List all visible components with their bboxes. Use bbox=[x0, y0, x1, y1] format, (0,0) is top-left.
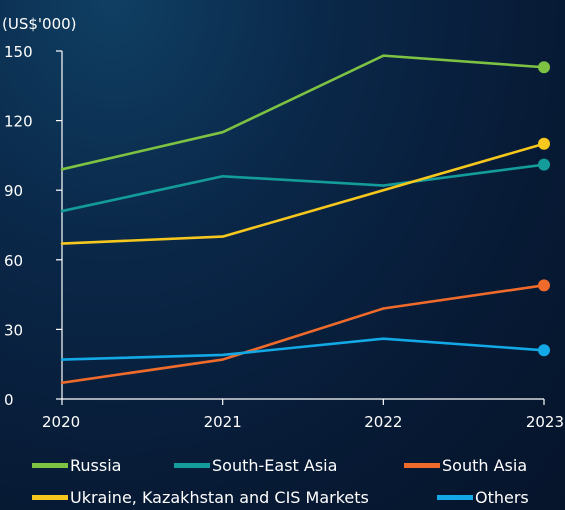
series-line-south-east-asia bbox=[60, 163, 546, 213]
y-tick-label: 120 bbox=[4, 113, 33, 131]
y-tick-label: 0 bbox=[4, 391, 14, 409]
legend-swatch-south-asia bbox=[404, 463, 440, 468]
legend-swatch-ukraine-kazakhstan-and-cis-markets bbox=[32, 495, 68, 500]
legend-swatch-russia bbox=[32, 463, 68, 468]
series-line-others bbox=[60, 337, 546, 361]
series-end-marker-south-asia bbox=[538, 279, 550, 292]
series-lines bbox=[60, 54, 550, 385]
legend-label-russia: Russia bbox=[70, 456, 121, 475]
y-axis-unit-label: (US$'000) bbox=[2, 15, 77, 33]
legend-label-others: Others bbox=[475, 488, 529, 507]
series-end-marker-south-east-asia bbox=[538, 158, 550, 171]
legend-label-south-east-asia: South-East Asia bbox=[212, 456, 337, 475]
legend-swatch-others bbox=[437, 495, 473, 500]
x-tick-label: 2023 bbox=[526, 413, 564, 431]
series-end-marker-russia bbox=[538, 61, 550, 74]
x-tick-label: 2021 bbox=[204, 413, 242, 431]
series-line-south-asia bbox=[60, 284, 546, 385]
y-tick-label: 30 bbox=[4, 321, 23, 339]
legend-label-ukraine-kazakhstan-and-cis-markets: Ukraine, Kazakhstan and CIS Markets bbox=[70, 488, 369, 507]
y-tick-label: 150 bbox=[4, 43, 33, 61]
legend-swatch-south-east-asia bbox=[174, 463, 210, 468]
x-tick-label: 2022 bbox=[364, 413, 402, 431]
y-tick-label: 90 bbox=[4, 182, 23, 200]
y-axis-ticks: 0 30 60 90 120 150 bbox=[4, 43, 62, 409]
x-axis-ticks: 2020 2021 2022 2023 bbox=[42, 399, 564, 431]
series-end-marker-others bbox=[538, 344, 550, 357]
x-tick-label: 2020 bbox=[42, 413, 80, 431]
series-line-ukraine-kazakhstan-and-cis-markets bbox=[60, 142, 546, 245]
series-end-marker-ukraine-kazakhstan-and-cis-markets bbox=[538, 137, 550, 150]
series-line-russia bbox=[60, 54, 546, 171]
y-tick-label: 60 bbox=[4, 252, 23, 270]
legend-label-south-asia: South Asia bbox=[442, 456, 527, 475]
legend: Russia South-East Asia South Asia Ukraine, … bbox=[32, 456, 529, 507]
